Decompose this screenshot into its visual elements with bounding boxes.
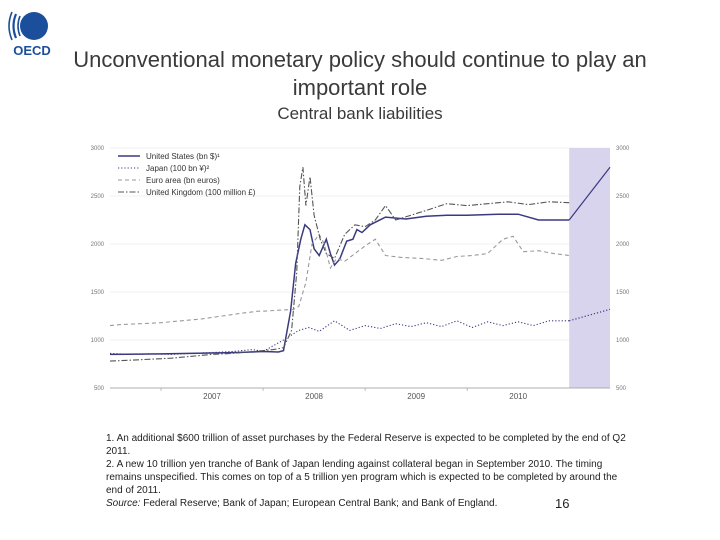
forecast-shade [569, 148, 610, 388]
left-axis-tick-label: 1500 [91, 290, 105, 296]
x-axis-tick-label: 2007 [203, 392, 221, 401]
right-axis-tick-label: 2500 [616, 194, 630, 200]
source-line: Source: Federal Reserve; Bank of Japan; … [106, 497, 636, 510]
series-projection-1 [569, 308, 611, 322]
logo-text: OECD [13, 43, 51, 58]
legend-label: Japan (100 bn ¥)² [146, 164, 209, 173]
series-projection-0 [568, 166, 611, 221]
left-axis-tick-label: 500 [94, 386, 105, 392]
x-axis-tick-label: 2008 [305, 392, 323, 401]
page-title: Unconventional monetary policy should co… [73, 47, 647, 100]
legend-label: United States (bn $)¹ [146, 152, 220, 161]
right-axis-tick-label: 500 [616, 386, 627, 392]
x-axis-tick-label: 2009 [407, 392, 425, 401]
series-layer [109, 166, 611, 362]
series-line-2 [109, 233, 570, 327]
right-axis-tick-label: 1500 [616, 290, 630, 296]
left-axis-tick-label: 1000 [91, 338, 105, 344]
legend-label: United Kingdom (100 million £) [146, 188, 256, 197]
legend: United States (bn $)¹ Japan (100 bn ¥)² Eu… [118, 152, 256, 197]
chart-subtitle: Central bank liabilities [277, 104, 443, 123]
series-line-3 [109, 167, 570, 362]
source-text: Federal Reserve; Bank of Japan; European… [140, 498, 498, 509]
legend-label: Euro area (bn euros) [146, 176, 220, 185]
central-bank-liabilities-chart: 3000 3000 2500 2500 2000 2000 1500 1500 1000 1000… [91, 146, 630, 401]
note-1: 1. An additional $600 trillion of asset … [106, 433, 626, 457]
note-2: 2. A new 10 trillion yen tranche of Bank… [106, 459, 618, 496]
left-axis-tick-label: 2500 [91, 194, 105, 200]
source-label: Source: [106, 498, 141, 509]
left-axis-tick-label: 2000 [91, 242, 105, 248]
right-axis-tick-label: 1000 [616, 338, 630, 344]
x-axis-tick-label: 2010 [509, 392, 527, 401]
series-line-1 [109, 320, 570, 355]
axis-layer: 3000 3000 2500 2500 2000 2000 1500 1500 1000 1000… [91, 146, 630, 401]
right-axis-tick-label: 2000 [616, 242, 630, 248]
oecd-logo-icon: OECD [8, 11, 51, 58]
chart-notes: 1. An additional $600 trillion of asset … [106, 432, 636, 510]
right-axis-tick-label: 3000 [616, 146, 630, 152]
page-number: 16 [555, 496, 570, 511]
oecd-logo: OECD [6, 6, 58, 58]
left-axis-tick-label: 3000 [91, 146, 105, 152]
series-line-0 [109, 213, 570, 356]
forecast-shade-layer [569, 148, 610, 388]
